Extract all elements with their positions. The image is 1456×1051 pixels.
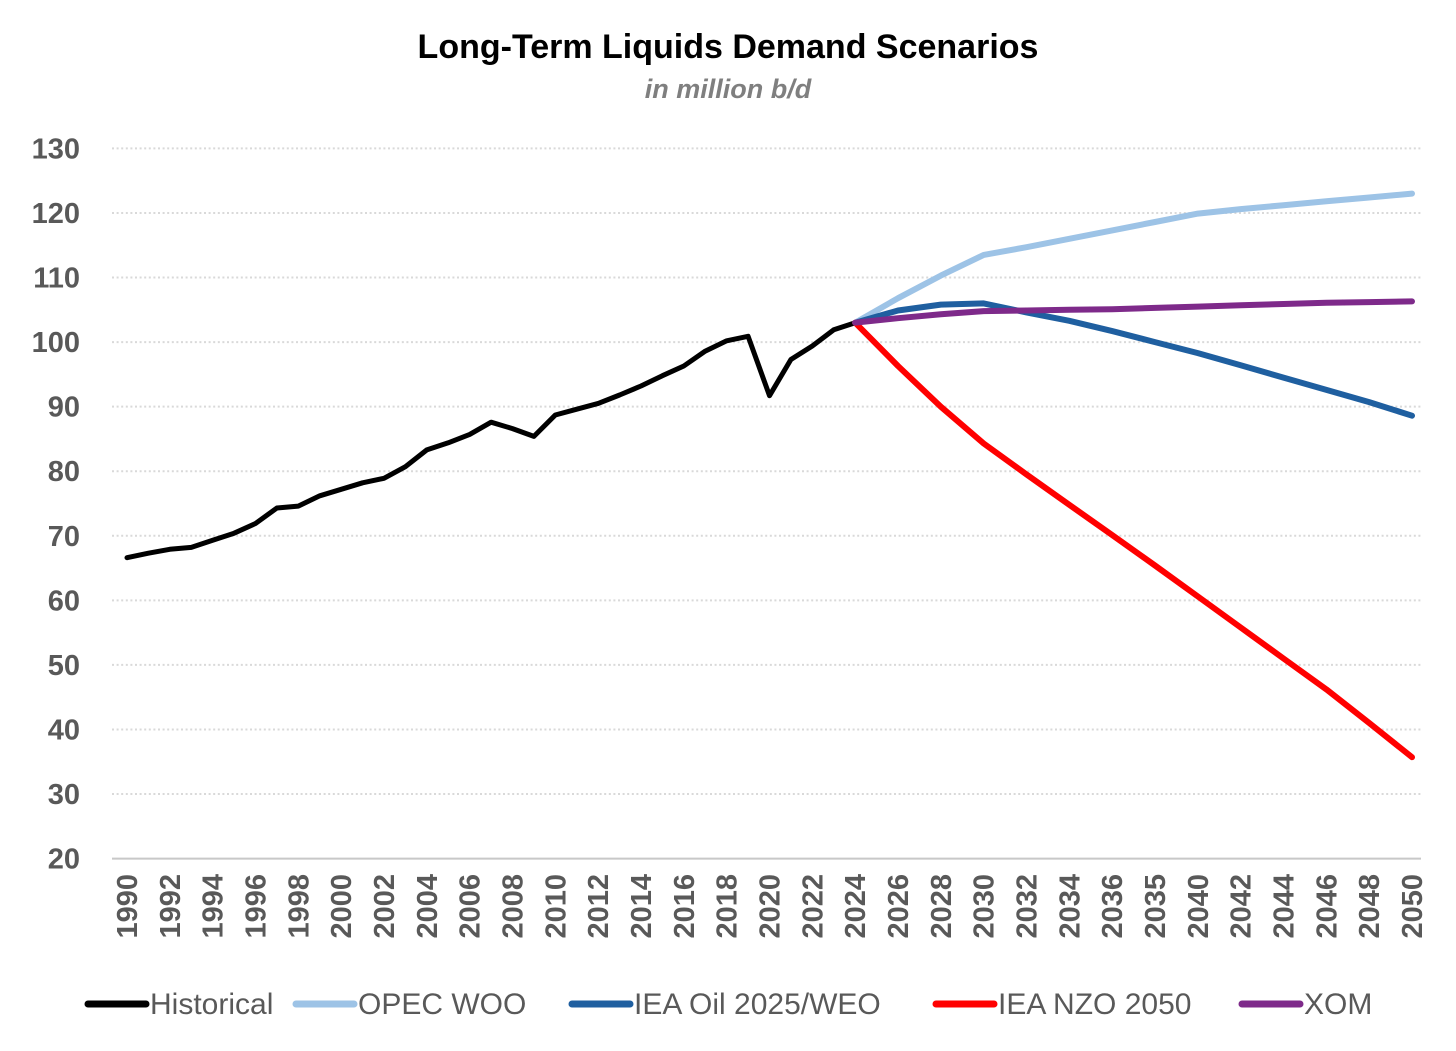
x-tick-label: 2040 <box>1183 874 1215 939</box>
legend-item-historical: Historical <box>84 988 273 1021</box>
x-tick-label: 2022 <box>797 874 829 939</box>
x-tick-label: 2004 <box>412 874 444 939</box>
x-tick-label: 2050 <box>1397 874 1429 939</box>
x-tick-label: 2036 <box>1097 874 1129 939</box>
x-tick-label: 2032 <box>1012 874 1044 939</box>
legend: Historical OPEC WOO IEA Oil 2025/WEO IEA NZ… <box>84 988 1372 1021</box>
x-tick-label: 2024 <box>840 874 872 939</box>
y-tick-label: 60 <box>48 585 80 617</box>
x-tick-label: 1998 <box>283 874 315 939</box>
y-tick-label: 100 <box>32 327 80 359</box>
x-tick-label: 2012 <box>583 874 615 939</box>
y-tick-label: 50 <box>48 650 80 682</box>
y-axis-labels: 20 30 40 50 60 70 80 90 100 110 120 130 <box>32 133 80 875</box>
x-tick-label: 2002 <box>369 874 401 939</box>
x-tick-label: 1994 <box>198 874 230 939</box>
y-tick-label: 30 <box>48 779 80 811</box>
chart-title: Long-Term Liquids Demand Scenarios <box>418 28 1039 66</box>
x-tick-label: 1990 <box>112 874 144 939</box>
x-tick-label: 2048 <box>1354 874 1386 939</box>
legend-item-iea-oil-2025-weo: IEA Oil 2025/WEO <box>568 988 881 1021</box>
series-line-iea-nzo-2050 <box>852 319 1415 761</box>
series-line-historical <box>124 320 858 561</box>
x-tick-label: 2046 <box>1311 874 1343 939</box>
series-line-xom <box>852 298 1415 326</box>
legend-label: IEA Oil 2025/WEO <box>634 988 881 1021</box>
x-tick-label: 1996 <box>241 874 273 939</box>
y-tick-label: 20 <box>48 844 80 876</box>
y-tick-label: 130 <box>32 133 80 165</box>
y-tick-label: 120 <box>32 198 80 230</box>
x-tick-label: 2035 <box>1140 874 1172 939</box>
x-tick-label: 2042 <box>1226 874 1258 939</box>
x-tick-label: 2010 <box>540 874 572 939</box>
legend-label: IEA NZO 2050 <box>998 988 1191 1021</box>
y-tick-label: 110 <box>33 263 80 295</box>
legend-label: Historical <box>150 988 273 1021</box>
x-tick-label: 2034 <box>1054 874 1086 939</box>
x-tick-label: 2006 <box>455 874 487 939</box>
legend-item-xom: XOM <box>1238 988 1372 1021</box>
y-tick-label: 40 <box>48 714 80 746</box>
series-lines <box>124 190 1415 761</box>
y-tick-label: 80 <box>48 456 80 488</box>
x-tick-label: 2014 <box>626 874 658 939</box>
x-tick-label: 2030 <box>969 874 1001 939</box>
y-tick-label: 90 <box>48 392 80 424</box>
gridlines <box>112 147 1421 860</box>
chart-subtitle: in million b/d <box>645 74 812 104</box>
x-tick-label: 1992 <box>155 874 187 939</box>
y-tick-label: 70 <box>48 521 80 553</box>
x-tick-label: 2008 <box>498 874 530 939</box>
x-tick-label: 2026 <box>883 874 915 939</box>
series-line-opec-woo <box>852 190 1415 326</box>
legend-label: XOM <box>1304 988 1372 1021</box>
x-tick-label: 2000 <box>326 874 358 939</box>
x-tick-label: 2016 <box>669 874 701 939</box>
x-tick-label: 2044 <box>1269 874 1301 939</box>
legend-item-opec-woo: OPEC WOO <box>292 988 526 1021</box>
legend-item-iea-nzo-2050: IEA NZO 2050 <box>932 988 1191 1021</box>
series-line-iea-oil-2025-weo <box>852 300 1415 419</box>
x-tick-label: 2020 <box>755 874 787 939</box>
legend-label: OPEC WOO <box>358 988 526 1021</box>
x-tick-label: 2028 <box>926 874 958 939</box>
x-axis-labels: 1990 1992 1994 1996 1998 2000 2002 2004 2006 2008… <box>112 874 1429 939</box>
x-tick-label: 2018 <box>712 874 744 939</box>
